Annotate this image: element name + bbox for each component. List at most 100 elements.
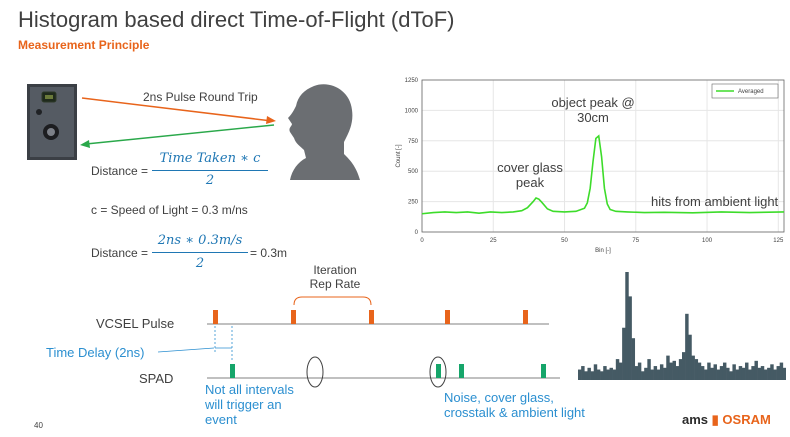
legend-label: Averaged (738, 89, 764, 95)
company-logo: ams ▮ OSRAM (682, 412, 771, 427)
speed-of-light-text: c = Speed of Light = 0.3 m/ns (91, 203, 248, 217)
histogram-bar (631, 338, 636, 380)
time-delay-label: Time Delay (2ns) (46, 345, 145, 360)
x-tick-label: 100 (702, 238, 713, 244)
iteration-label: Iteration Rep Rate (309, 263, 361, 291)
plot-frame (421, 79, 785, 233)
histogram-bar (584, 371, 588, 380)
vcsel-label: VCSEL Pulse (96, 316, 175, 331)
histogram-bar (773, 369, 777, 380)
histogram-bar (625, 272, 629, 380)
distance-numerator: Time Taken ∗ c (159, 151, 261, 166)
histogram-bar (700, 366, 705, 380)
histogram-bar (656, 369, 661, 380)
histogram-bar (694, 359, 699, 380)
histogram-bar (644, 367, 648, 380)
y-tick-label: 500 (408, 169, 419, 175)
histogram-bar (659, 364, 664, 380)
x-tick-label: 25 (490, 238, 497, 244)
histogram-bar (748, 369, 752, 380)
distance-denominator: 2 (205, 173, 215, 188)
histogram-bar (587, 367, 591, 380)
histogram-bar (776, 366, 780, 380)
histogram-bar (782, 367, 786, 380)
histogram-bar (767, 367, 771, 380)
histogram-bar (770, 364, 774, 380)
histogram-bar (729, 371, 733, 380)
histogram-bar (710, 367, 714, 380)
histogram-bar (691, 355, 695, 380)
histogram-bar (603, 366, 607, 380)
histogram-bar (600, 371, 604, 380)
x-axis-label: Bin [-] (595, 248, 611, 254)
histogram-bar (688, 334, 692, 380)
histogram-bar (622, 327, 626, 380)
example-denominator: 2 (195, 256, 205, 271)
histogram-bar (637, 362, 642, 380)
histogram-bar (726, 367, 730, 380)
histogram-bar (722, 362, 727, 380)
histogram-bar (663, 367, 667, 380)
histogram-bar (675, 366, 680, 380)
example-fraction-bar (152, 252, 248, 253)
spad-label: SPAD (139, 371, 174, 386)
x-tick-label: 125 (773, 238, 784, 244)
y-tick-label: 1250 (405, 78, 419, 84)
fraction-bar (152, 170, 268, 171)
histogram-bar (618, 362, 623, 380)
sensor-module-image (27, 84, 77, 160)
y-axis-label: Count [-] (396, 144, 402, 167)
histogram-bar (647, 359, 651, 380)
y-tick-label: 750 (408, 139, 419, 145)
missed-interval-note: Not all intervals will trigger an event (205, 382, 294, 427)
histogram-bar (634, 366, 639, 380)
histogram-bar (697, 362, 702, 380)
page-title: Histogram based direct Time-of-Flight (d… (18, 7, 455, 32)
histogram-bar (596, 369, 601, 380)
histogram-bar (741, 367, 746, 380)
histogram-bar (757, 367, 762, 380)
histogram-bar (735, 369, 740, 380)
histogram-bar (754, 360, 758, 380)
histogram-bar (593, 364, 598, 380)
example-distance-label: Distance = (91, 246, 149, 260)
y-tick-label: 1000 (405, 108, 419, 114)
histogram-bar (707, 362, 711, 380)
x-tick-label: 0 (420, 238, 424, 244)
histogram-bar (682, 352, 686, 380)
noise-note: Noise, cover glass, crosstalk & ambient … (444, 390, 585, 420)
x-tick-label: 50 (561, 238, 568, 244)
histogram-bar (650, 369, 654, 380)
histogram-bar (666, 355, 670, 380)
histogram-bar (779, 362, 784, 380)
histogram-bar (653, 366, 658, 380)
y-tick-label: 250 (408, 200, 419, 206)
round-trip-label: 2ns Pulse Round Trip (143, 90, 258, 104)
example-numerator: 2ns ∗ 0.3m/s (157, 233, 243, 248)
histogram-bar (751, 366, 755, 380)
distance-label: Distance = (91, 164, 149, 178)
histogram-bar (685, 313, 689, 380)
histogram-bar (719, 366, 724, 380)
x-tick-label: 75 (632, 238, 639, 244)
histogram-bar (732, 364, 736, 380)
histogram-bar (669, 362, 673, 380)
y-tick-label: 0 (415, 230, 419, 236)
histogram-bar (738, 366, 743, 380)
histogram-bar (581, 366, 585, 380)
raw-histogram (578, 268, 786, 383)
histogram-bar (578, 369, 582, 380)
histogram-bar (745, 362, 749, 380)
histogram-bar (713, 364, 717, 380)
example-result: = 0.3m (250, 246, 288, 260)
histogram-bar (606, 369, 610, 380)
histogram-bar (615, 359, 620, 380)
histogram-bar (641, 371, 645, 380)
legend-box (711, 83, 779, 99)
histogram-bar (672, 360, 676, 380)
cover-glass-annotation: cover glass peak (497, 160, 563, 190)
averaged-series-line (421, 134, 785, 215)
page-subtitle: Measurement Principle (18, 38, 150, 52)
